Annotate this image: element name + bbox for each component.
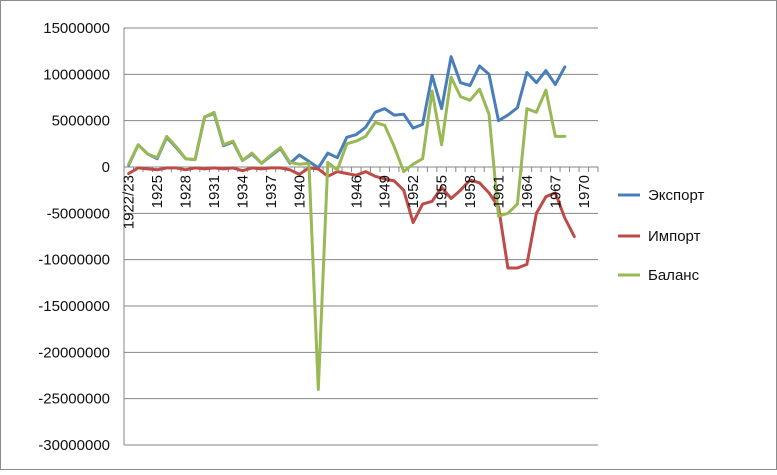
x-tick-label: 1931 xyxy=(206,175,223,208)
y-tick-label: -30000000 xyxy=(38,437,110,454)
y-tick-label: -20000000 xyxy=(38,344,110,361)
gridlines xyxy=(124,27,598,446)
x-tick-label: 1946 xyxy=(348,175,365,208)
y-tick-label: 10000000 xyxy=(43,66,110,83)
legend-label: Баланс xyxy=(648,267,700,284)
x-tick-label: 1955 xyxy=(434,175,451,208)
x-tick-label: 1970 xyxy=(576,175,593,208)
x-tick-label: 1961 xyxy=(490,175,507,208)
legend-label: Импорт xyxy=(648,228,701,245)
x-tick-label: 1940 xyxy=(291,175,308,208)
series-line-Баланс xyxy=(127,75,567,391)
y-tick-label: 5000000 xyxy=(52,113,110,130)
series-lines xyxy=(127,55,576,391)
x-tick-label: 1952 xyxy=(405,175,422,208)
y-tick-label: -15000000 xyxy=(38,298,110,315)
y-tick-label: -5000000 xyxy=(47,205,110,222)
x-tick-label: 1958 xyxy=(462,175,479,208)
x-tick-label: 1934 xyxy=(235,175,252,208)
x-tick-label: 1964 xyxy=(519,175,536,208)
x-tick-label: 1937 xyxy=(263,175,280,208)
x-tick-label: 1922/23 xyxy=(121,175,138,229)
y-tick-label: -10000000 xyxy=(38,252,110,269)
x-tick-label: 1928 xyxy=(178,175,195,208)
y-tick-label: -25000000 xyxy=(38,391,110,408)
x-tick-labels: 1922/23 1925 1928 1931 1934 1937 1940 1946 1949 1… xyxy=(121,175,593,229)
y-tick-labels: 15000000 10000000 5000000 0 -5000000 -1000000… xyxy=(38,20,110,454)
x-tick-label: 1967 xyxy=(547,175,564,208)
y-tick-label: 0 xyxy=(102,159,110,176)
y-tick-label: 15000000 xyxy=(43,20,110,37)
legend-label: Экспорт xyxy=(648,187,704,204)
legend: Экспорт Импорт Баланс xyxy=(618,187,704,284)
x-tick-label: 1925 xyxy=(149,175,166,208)
x-tick-label: 1949 xyxy=(377,175,394,208)
